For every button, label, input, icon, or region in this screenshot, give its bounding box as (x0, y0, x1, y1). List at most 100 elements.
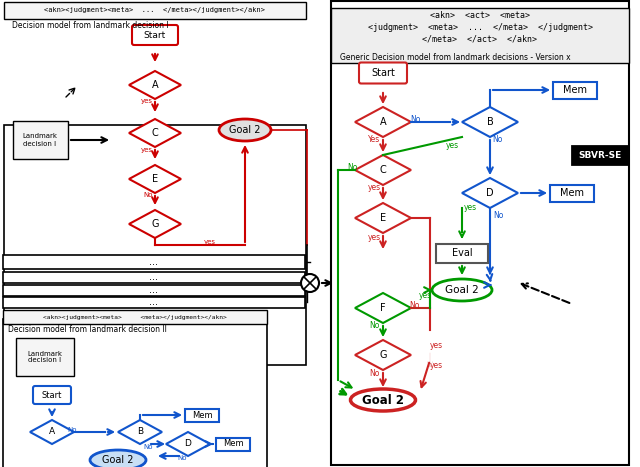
FancyBboxPatch shape (359, 63, 407, 84)
Text: yes: yes (463, 204, 477, 212)
Text: SBVR-SE: SBVR-SE (579, 150, 621, 160)
Text: Mem: Mem (560, 188, 584, 198)
Text: No: No (493, 211, 503, 219)
Text: No: No (177, 455, 187, 461)
Ellipse shape (351, 389, 415, 411)
Bar (331, 7, 629, 63)
Circle shape (301, 274, 319, 292)
Polygon shape (129, 165, 181, 193)
Bar (3, 319, 267, 467)
Text: Start: Start (42, 390, 62, 399)
Polygon shape (355, 340, 411, 370)
Text: yes: yes (367, 183, 381, 191)
Ellipse shape (432, 279, 492, 301)
Bar (550, 184, 594, 201)
Text: No: No (347, 163, 357, 172)
Bar (4, 125, 306, 365)
Text: yes: yes (141, 147, 153, 153)
Polygon shape (355, 293, 411, 323)
Text: No: No (369, 368, 379, 377)
Text: yes: yes (204, 239, 216, 245)
Text: Mem: Mem (223, 439, 243, 448)
Text: <akn><judgment><meta>  ...  </meta></judgment></akn>: <akn><judgment><meta> ... </meta></judgm… (45, 7, 266, 13)
Text: yes: yes (429, 361, 443, 369)
Polygon shape (355, 155, 411, 185)
Text: yes: yes (419, 290, 431, 299)
Text: No: No (369, 320, 379, 330)
Text: E: E (380, 213, 386, 223)
Text: B: B (486, 117, 493, 127)
Text: Landmark
decision I: Landmark decision I (22, 134, 58, 147)
Text: <akn>  <act>  <meta>: <akn> <act> <meta> (430, 10, 530, 20)
Text: yes: yes (367, 233, 381, 241)
Text: Generic Decision model from landmark decisions - Version x: Generic Decision model from landmark dec… (340, 54, 571, 63)
Text: Goal 2: Goal 2 (102, 455, 134, 465)
Bar (4, 1, 306, 19)
Text: G: G (151, 219, 159, 229)
Text: Start: Start (371, 68, 395, 78)
Text: Decision model from landmark decision I: Decision model from landmark decision I (12, 21, 168, 29)
Text: No: No (67, 427, 77, 433)
Bar (16, 338, 74, 376)
Bar (331, 1, 629, 465)
Bar (553, 82, 597, 99)
Text: Goal 2: Goal 2 (445, 285, 479, 295)
Bar (3, 271, 305, 283)
Polygon shape (355, 107, 411, 137)
Text: <akn><judgment><meta>     <meta></judgment></akn>: <akn><judgment><meta> <meta></judgment><… (43, 314, 227, 319)
Text: </meta>  </act>  </akn>: </meta> </act> </akn> (422, 35, 538, 43)
Text: No: No (143, 444, 153, 450)
Text: D: D (184, 439, 191, 448)
FancyBboxPatch shape (33, 386, 71, 404)
Text: Yes: Yes (368, 135, 380, 144)
Polygon shape (129, 119, 181, 147)
Ellipse shape (90, 450, 146, 467)
Text: A: A (380, 117, 387, 127)
Text: D: D (486, 188, 494, 198)
Bar (185, 409, 219, 422)
Text: yes: yes (429, 340, 443, 349)
Text: G: G (380, 350, 387, 360)
Bar (3, 310, 267, 324)
Text: ...: ... (150, 257, 159, 267)
Text: C: C (380, 165, 387, 175)
Polygon shape (462, 107, 518, 137)
Polygon shape (30, 420, 74, 444)
Text: Landmark
decision I: Landmark decision I (28, 351, 63, 363)
FancyBboxPatch shape (132, 25, 178, 45)
Polygon shape (166, 432, 210, 456)
Text: A: A (152, 80, 158, 90)
Text: yes: yes (445, 141, 459, 149)
Text: ...: ... (150, 272, 159, 282)
Text: No: No (409, 300, 419, 310)
Text: Goal 2: Goal 2 (362, 394, 404, 406)
Text: A: A (49, 427, 55, 437)
Text: yes: yes (141, 98, 153, 104)
Text: Decision model from landmark decision II: Decision model from landmark decision II (8, 325, 167, 334)
Text: ...: ... (150, 297, 159, 307)
Polygon shape (118, 420, 162, 444)
Bar (436, 243, 488, 262)
Bar (572, 146, 628, 164)
Text: No: No (143, 192, 153, 198)
Text: E: E (152, 174, 158, 184)
Polygon shape (355, 203, 411, 233)
Ellipse shape (219, 119, 271, 141)
Text: F: F (380, 303, 386, 313)
Text: Mem: Mem (563, 85, 587, 95)
Bar (3, 297, 305, 307)
Text: No: No (410, 114, 420, 123)
Text: ...: ... (150, 285, 159, 295)
Text: C: C (152, 128, 158, 138)
Bar (3, 284, 305, 296)
Text: Goal 2: Goal 2 (229, 125, 260, 135)
Text: Start: Start (144, 30, 166, 40)
Text: Mem: Mem (192, 410, 212, 419)
Text: Eval: Eval (452, 248, 472, 258)
Polygon shape (129, 71, 181, 99)
Bar (216, 438, 250, 451)
Polygon shape (462, 178, 518, 208)
Bar (13, 121, 67, 159)
Bar (3, 255, 305, 269)
Text: No: No (492, 135, 502, 144)
